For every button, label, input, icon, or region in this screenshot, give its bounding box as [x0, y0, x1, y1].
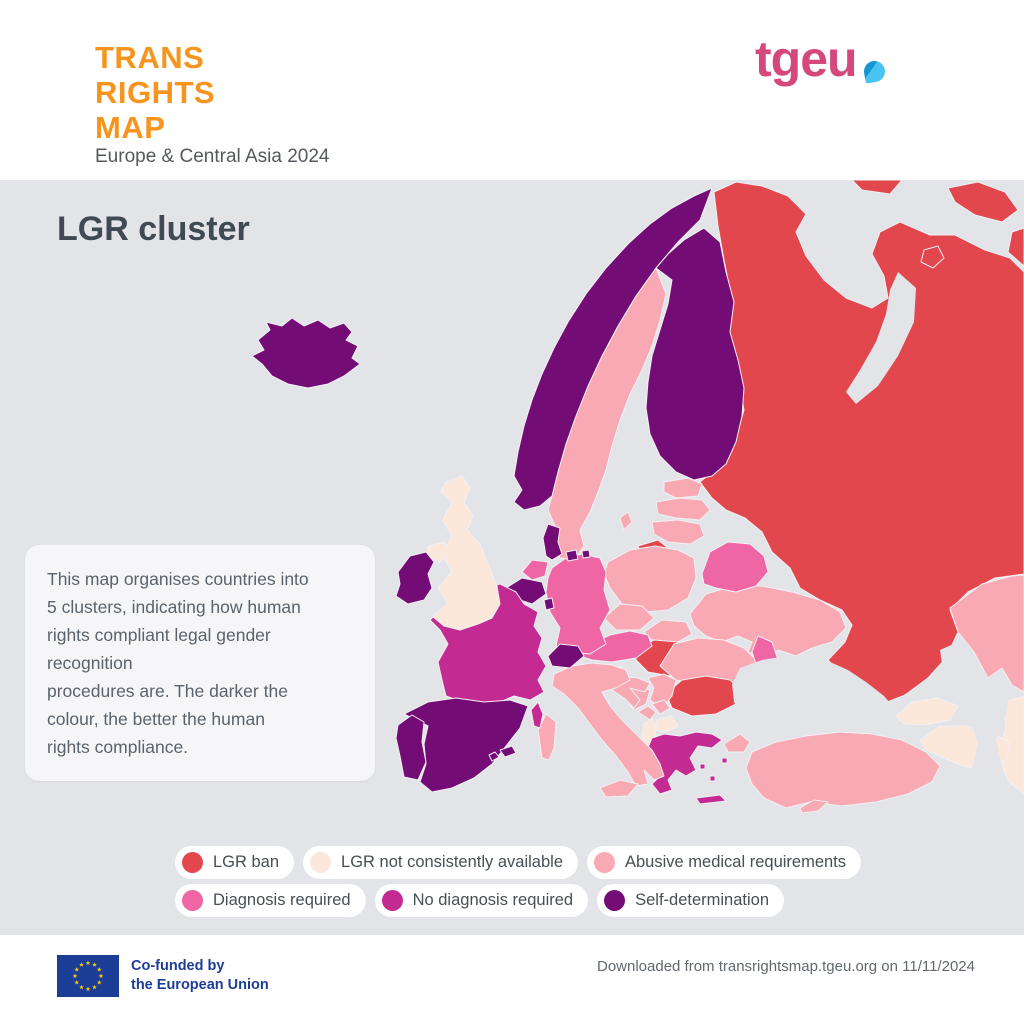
map-description-line: 5 clusters, indicating how human: [47, 597, 301, 617]
country-italy-sardinia: [537, 713, 557, 761]
country-turkmenistan: [997, 695, 1024, 795]
country-greece-island: [709, 775, 716, 782]
country-sweden-gotland: [619, 511, 633, 531]
legend-dot-lgr-ban: [182, 852, 203, 873]
legend-label: Abusive medical requirements: [625, 853, 847, 871]
legend-label: No diagnosis required: [412, 891, 574, 909]
country-russia-island: [1007, 227, 1024, 267]
tgeu-drop-icon: [861, 59, 887, 84]
map-description-line: rights compliance.: [47, 737, 189, 757]
country-denmark-island: [565, 549, 579, 562]
eu-cofunded-text: Co-funded by the European Union: [131, 957, 269, 995]
legend-row-2: Diagnosis required No diagnosis required…: [175, 884, 870, 917]
europe-map: [251, 180, 1024, 814]
black-sea: [732, 656, 896, 736]
country-france-corsica: [530, 701, 544, 729]
eu-cofunded-line2: the European Union: [131, 977, 269, 993]
country-kosovo: [651, 699, 671, 715]
legend-item-no-diagnosis: No diagnosis required: [374, 884, 589, 917]
eu-cofunded-line1: Co-funded by: [131, 958, 225, 974]
eu-flag-icon: [57, 955, 119, 997]
country-greece-island: [721, 757, 728, 764]
legend-dot-abusive: [594, 852, 615, 873]
tgeu-logo: tgeu: [755, 31, 887, 87]
country-spain-balearics: [499, 745, 517, 758]
legend: LGR ban LGR not consistently available A…: [175, 846, 870, 922]
country-serbia: [647, 673, 677, 709]
legend-item-abusive: Abusive medical requirements: [587, 846, 862, 879]
country-kazakhstan: [949, 574, 1024, 693]
brand-subtitle: Europe & Central Asia 2024: [95, 146, 330, 167]
eu-cofunded-block: Co-funded by the European Union: [57, 955, 269, 997]
map-description-line: rights compliant legal gender recognitio…: [47, 625, 271, 673]
legend-item-diagnosis: Diagnosis required: [175, 884, 366, 917]
tgeu-logo-text: tgeu: [755, 31, 858, 87]
country-russia-island: [947, 181, 1019, 223]
map-description-line: procedures are. The darker the: [47, 681, 288, 701]
country-portugal: [395, 714, 427, 781]
country-north-macedonia: [655, 715, 679, 733]
country-estonia: [663, 477, 703, 499]
country-russia-island: [920, 245, 945, 269]
country-norway: [513, 187, 713, 511]
country-montenegro: [637, 705, 657, 721]
country-belarus: [701, 541, 769, 593]
country-poland: [603, 545, 697, 613]
country-slovakia: [643, 619, 693, 644]
legend-item-not-available: LGR not consistently available: [303, 846, 578, 879]
country-turkey-thrace: [723, 733, 751, 753]
map-description-line: This map organises countries into: [47, 569, 309, 589]
map-section: LGR cluster: [0, 180, 1024, 935]
country-luxembourg: [543, 597, 555, 611]
country-finland: [645, 227, 745, 481]
footer: Co-funded by the European Union Download…: [0, 935, 1024, 1024]
country-denmark: [542, 523, 563, 561]
header: TRANS RIGHTS MAP Europe & Central Asia 2…: [0, 0, 1024, 180]
country-cyprus: [799, 799, 829, 814]
brand-title: TRANS RIGHTS MAP: [95, 40, 215, 145]
legend-item-self-determination: Self-determination: [597, 884, 784, 917]
map-description-line: colour, the better the human: [47, 709, 265, 729]
country-bulgaria: [665, 675, 743, 717]
country-turkey: [745, 731, 941, 809]
country-czechia: [603, 603, 655, 631]
country-lithuania: [651, 519, 705, 545]
country-ireland: [395, 551, 435, 605]
legend-dot-diagnosis: [182, 890, 203, 911]
brand-title-line2: RIGHTS: [95, 75, 216, 110]
legend-item-lgr-ban: LGR ban: [175, 846, 295, 879]
country-greece-crete: [695, 794, 727, 805]
download-note: Downloaded from transrightsmap.tgeu.org …: [596, 958, 975, 975]
brand-title-line1: TRANS: [95, 40, 205, 75]
legend-row-1: LGR ban LGR not consistently available A…: [175, 846, 870, 879]
country-russia-island: [851, 180, 903, 195]
legend-dot-self-determination: [604, 890, 626, 911]
legend-label: LGR ban: [213, 853, 280, 871]
country-greece-island: [699, 763, 706, 770]
legend-label: Self-determination: [635, 891, 769, 909]
legend-dot-no-diagnosis: [381, 890, 403, 911]
caspian-sea: [940, 642, 1010, 808]
country-italy-sicily: [599, 779, 639, 798]
legend-label: LGR not consistently available: [341, 853, 563, 871]
country-netherlands: [521, 559, 549, 581]
map-description: This map organises countries into 5 clus…: [25, 545, 375, 781]
country-uk: [431, 475, 501, 631]
map-title: LGR cluster: [57, 210, 250, 248]
legend-dot-not-available: [310, 852, 332, 873]
country-denmark-island: [581, 549, 591, 559]
country-iceland: [251, 317, 361, 389]
white-sea: [846, 272, 916, 404]
country-italy: [551, 662, 665, 787]
brand-title-line3: MAP: [95, 110, 166, 145]
legend-label: Diagnosis required: [213, 891, 351, 909]
country-latvia: [655, 497, 711, 521]
country-georgia: [895, 697, 959, 726]
country-switzerland: [547, 643, 585, 669]
country-germany: [545, 553, 611, 655]
country-spain-balearics: [488, 751, 500, 762]
